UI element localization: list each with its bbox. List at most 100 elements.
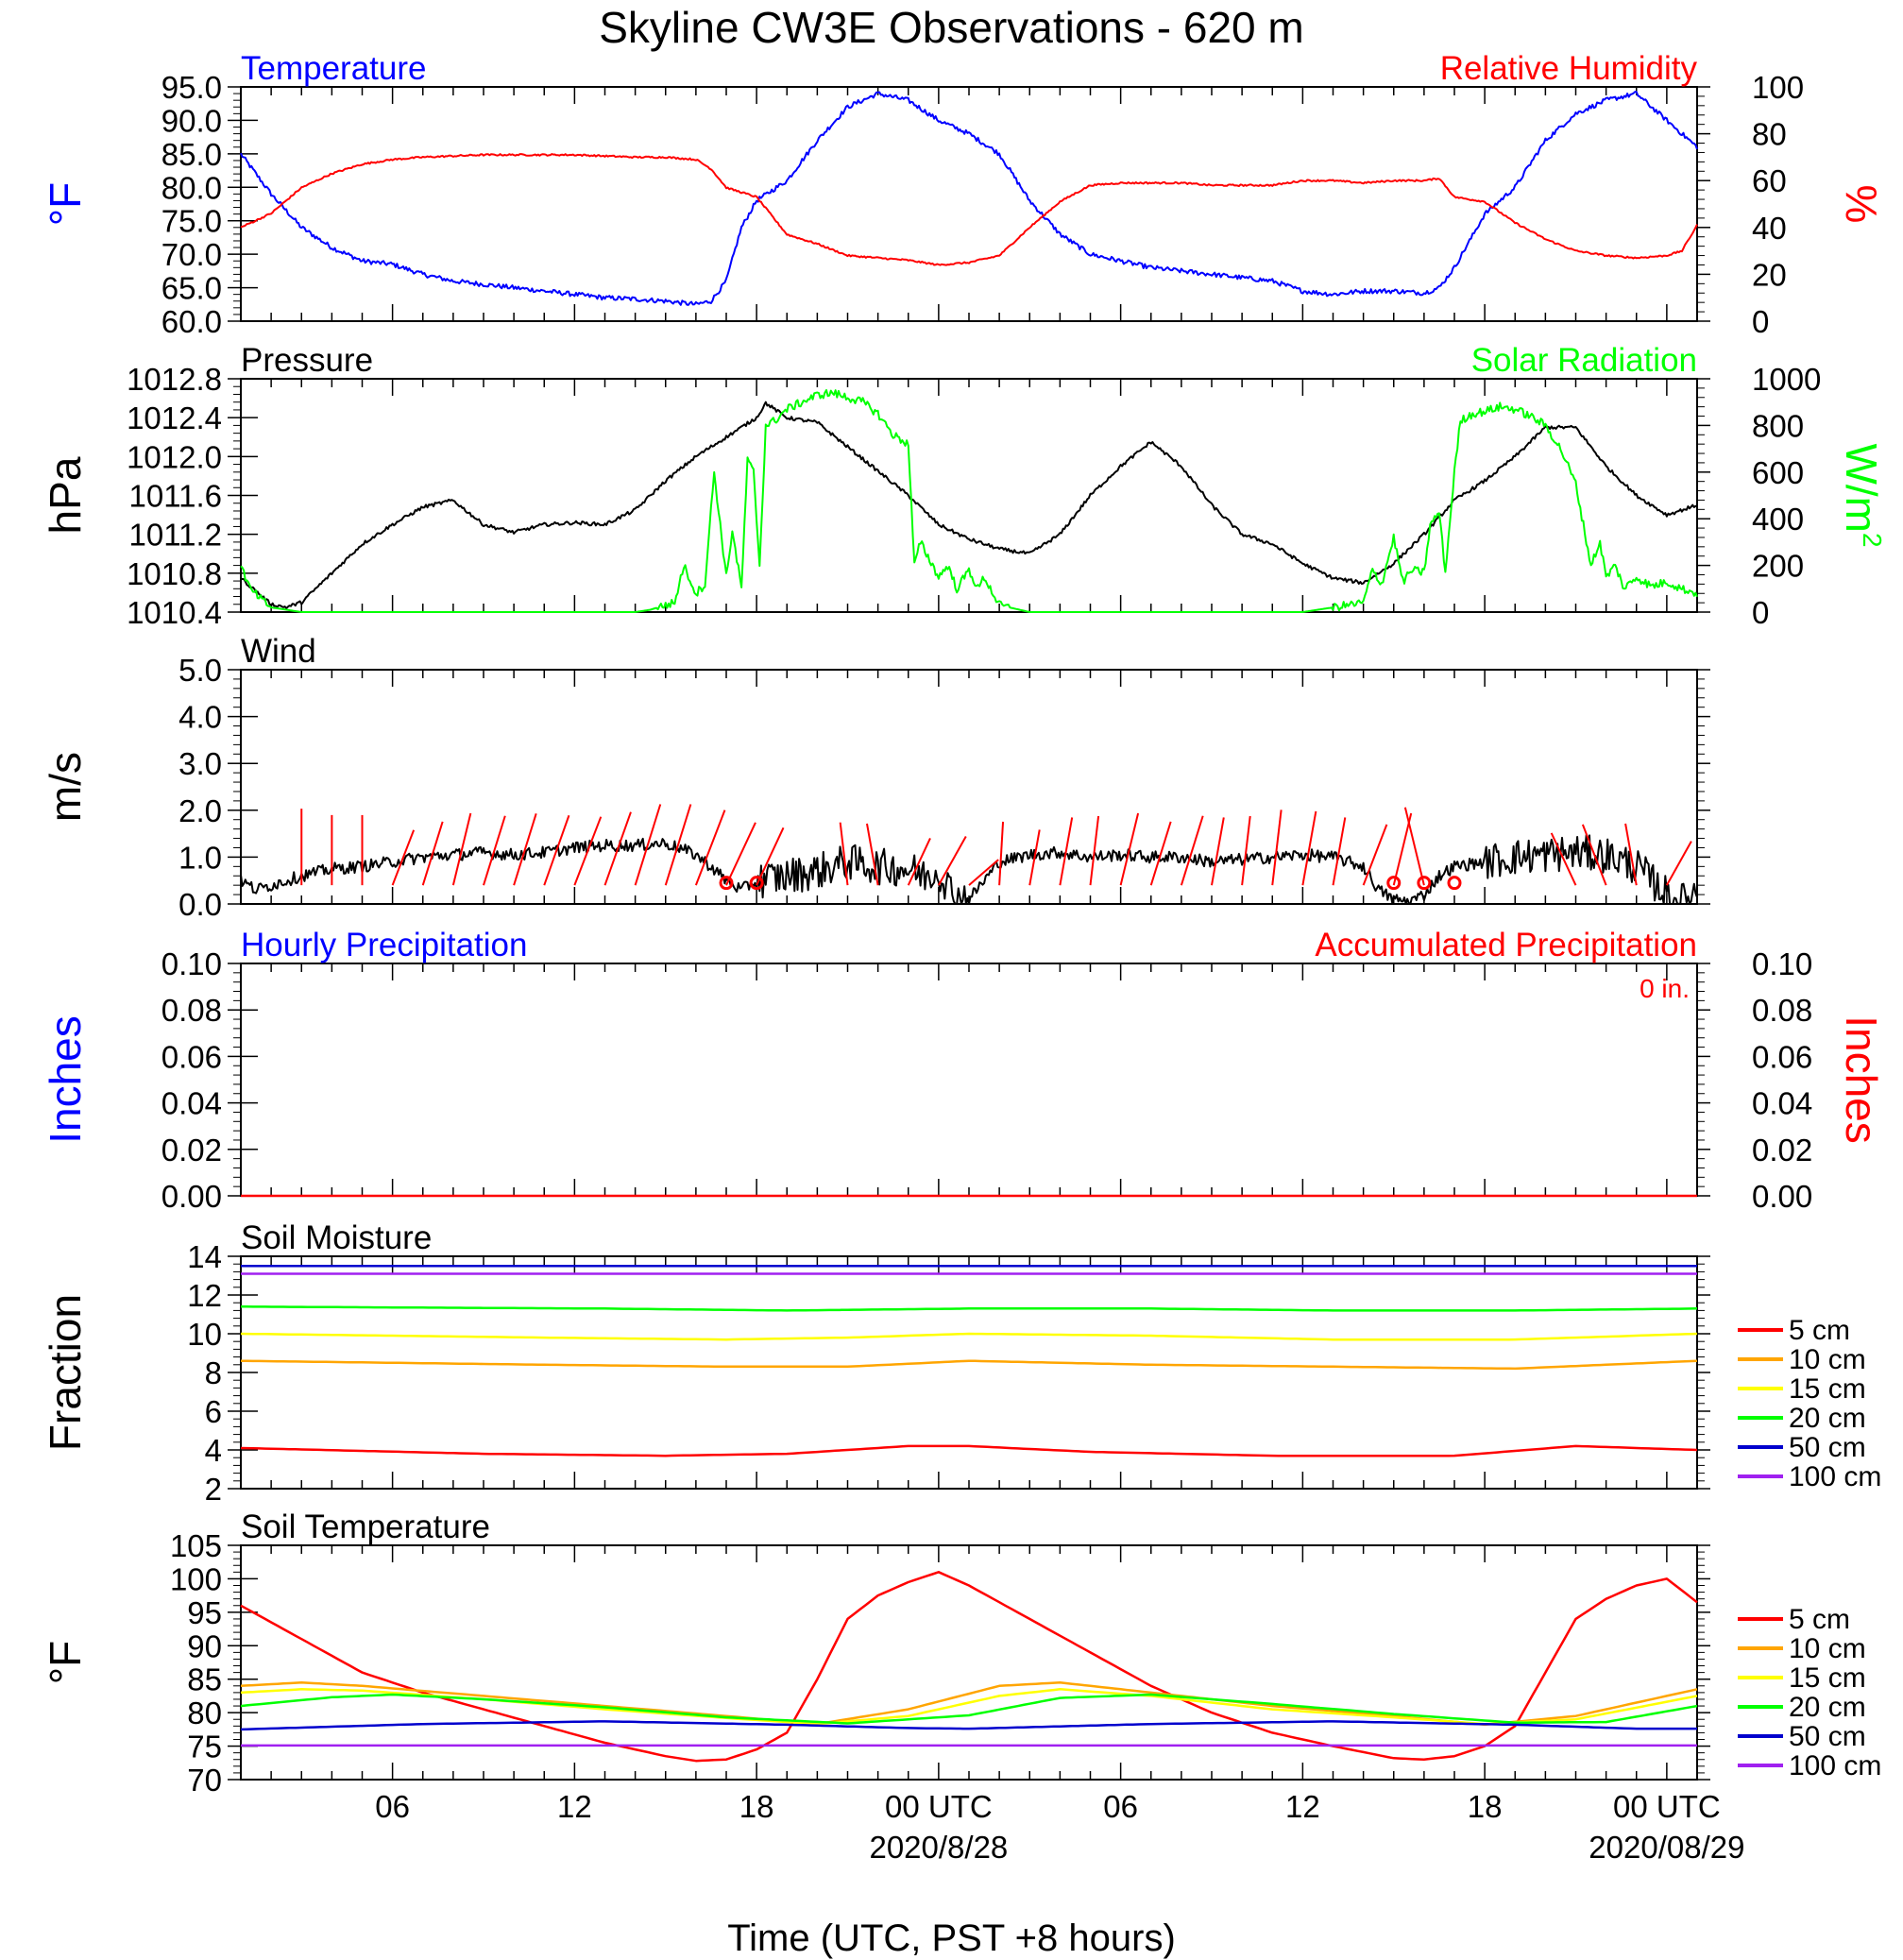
series-line-20-cm [240,1693,1698,1725]
legend-label: 50 cm [1789,1432,1866,1463]
wind-barb [1624,823,1638,886]
wind-barb [451,812,472,886]
wind-barb [756,827,785,886]
y-tick-label: 1010.8 [127,556,222,591]
wind-barb [1550,832,1577,886]
y-tick-label: 1011.6 [129,479,222,514]
wind-barb [1332,817,1347,886]
y2-tick-label: 40 [1752,211,1787,246]
y2-axis-label: % [1837,185,1886,224]
y-tick-label: 1.0 [178,840,222,875]
wind-barb [938,835,967,886]
y-tick-label: 85 [187,1662,222,1697]
panel-precip: 0.00 0.02 0.04 0.06 0.08 0.10 0.00 0.02 0.04 0.06… [41,927,1886,1214]
y-axis-label: °F [41,1641,90,1685]
y-tick-label: 4.0 [178,700,222,735]
panel-right-title: Accumulated Precipitation [1315,927,1697,963]
x-tick-label: 06 [375,1789,410,1824]
wind-barb [725,822,756,886]
legend-label: 10 cm [1789,1344,1866,1375]
series-line-10-cm [240,1359,1698,1371]
y-tick-label: 80 [187,1696,222,1730]
y-tick-label: 70.0 [161,237,222,272]
y-tick-label: 0.0 [178,887,222,922]
y-tick-label: 1011.2 [129,518,222,553]
y2-tick-label: 0.10 [1752,946,1812,981]
y-axis-label: hPa [41,456,90,534]
series-line-15-cm [240,1332,1698,1341]
y-tick-label: 14 [187,1239,222,1274]
wind-barb [839,822,849,886]
plot-frame [240,669,1698,905]
y-tick-label: 1012.4 [127,401,222,435]
legend-label: 20 cm [1789,1692,1866,1723]
y-tick-label: 10 [187,1317,222,1352]
y-axis-label: °F [41,182,90,227]
wind-barb [513,813,537,886]
legend-label: 100 cm [1789,1461,1881,1492]
y-tick-label: 0.10 [161,946,222,981]
panel-left-title: Soil Temperature [241,1508,490,1545]
legend-label: 20 cm [1789,1403,1866,1434]
wind-barb [1180,815,1204,886]
y2-tick-label: 0.08 [1752,993,1812,1028]
x-date-label: 2020/08/29 [1589,1830,1744,1865]
wind-barb [865,823,879,886]
wind-barb [1059,817,1074,886]
wind-barb [1581,824,1607,886]
wind-barb [968,859,999,886]
calm-wind-circle [719,876,734,891]
series-line-5-cm [240,1444,1698,1457]
wind-barb [1211,817,1225,886]
legend-label: 5 cm [1789,1604,1850,1635]
panel-right-title: Relative Humidity [1440,50,1698,87]
wind-barb [1241,815,1251,886]
wind-barb [1392,812,1413,886]
y2-tick-label: 80 [1752,117,1787,152]
calm-wind-circle [1417,876,1432,891]
legend-label: 10 cm [1789,1633,1866,1664]
wind-barb [1666,841,1692,886]
y-tick-label: 60.0 [161,304,222,339]
x-axis-label: Time (UTC, PST +8 hours) [727,1917,1176,1959]
y2-tick-label: 800 [1752,408,1804,443]
y-tick-label: 1012.8 [127,362,222,397]
wind-barb [1119,812,1140,886]
y-tick-label: 90.0 [161,103,222,138]
y-tick-label: 0.06 [161,1039,222,1074]
wind-barb [907,837,931,886]
y-tick-label: 0.04 [161,1086,222,1121]
series-line-pressure [240,401,1698,610]
y2-tick-label: 20 [1752,257,1787,292]
y-tick-label: 100 [170,1561,222,1596]
y-axis-label: Inches [41,1015,90,1144]
y2-tick-label: 60 [1752,163,1787,198]
wind-barb [573,816,603,886]
y-tick-label: 75.0 [161,204,222,239]
y2-tick-label: 200 [1752,549,1804,584]
wind-barb [1362,824,1388,886]
x-tick-label: 18 [739,1789,774,1824]
y-tick-label: 70 [187,1763,222,1798]
panel-left-title: Hourly Precipitation [241,927,527,963]
y2-tick-label: 0 [1752,304,1769,339]
y2-tick-label: 0.02 [1752,1133,1812,1167]
y2-tick-label: 0 [1752,595,1769,630]
y-axis-label: Fraction [41,1294,90,1451]
series-line-50-cm [240,1720,1697,1731]
y-tick-label: 12 [187,1278,222,1313]
y-tick-label: 5.0 [178,653,222,688]
y-tick-label: 6 [205,1394,222,1429]
y-tick-label: 0.00 [161,1179,222,1214]
y-tick-label: 95.0 [161,70,222,105]
x-tick-label: 06 [1103,1789,1138,1824]
series-line-solar-radiation [240,389,1698,613]
series-line-5-cm [240,1571,1698,1763]
y2-axis-label: Inches [1837,1015,1886,1144]
wind-barb [483,815,506,886]
panel-temp_rh: 60.065.070.075.080.085.090.095.0 0 20 40 60 8… [41,50,1886,339]
